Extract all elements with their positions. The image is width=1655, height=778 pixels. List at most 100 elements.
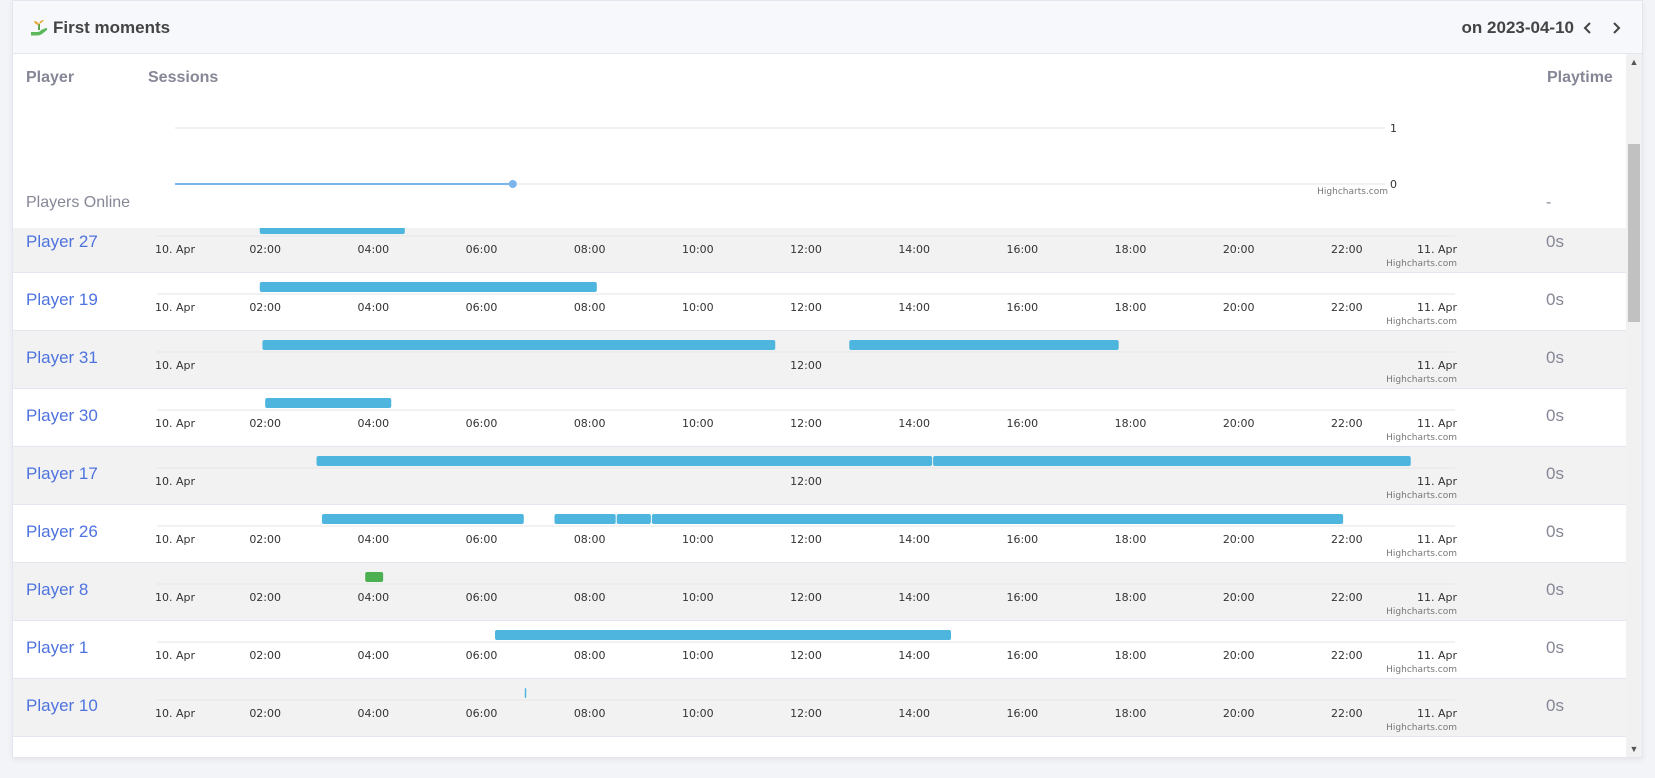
session-timeline-chart: 10. Apr 12:00 11. Apr Highcharts.com bbox=[155, 456, 1457, 501]
x-axis-tick-label: 08:00 bbox=[574, 301, 606, 314]
session-timeline-chart: 10. Apr 02:00 04:00 06:00 08:00 10:00 12:00 14:… bbox=[155, 630, 1457, 675]
x-axis-tick-label: 11. Apr bbox=[1417, 417, 1457, 430]
table-row: Player 30 10. Apr 02:00 04:00 06:00 08:00 10:0… bbox=[13, 389, 1626, 447]
x-axis-tick-label: 12:00 bbox=[790, 301, 822, 314]
session-bar[interactable] bbox=[365, 572, 384, 582]
x-axis-tick-label: 18:00 bbox=[1115, 533, 1147, 546]
x-axis-tick-label: 12:00 bbox=[790, 475, 822, 488]
player-link[interactable]: Player 31 bbox=[26, 348, 98, 367]
x-axis-tick-label: 04:00 bbox=[357, 707, 389, 720]
x-axis-tick-label: 18:00 bbox=[1115, 591, 1147, 604]
sessions-table[interactable]: Player 27 10. Apr 02:00 04:00 06:00 08:00 10:0… bbox=[13, 54, 1626, 757]
x-axis-tick-label: 02:00 bbox=[249, 243, 281, 256]
x-axis-tick-label: 12:00 bbox=[790, 359, 822, 372]
x-axis-tick-label: 20:00 bbox=[1223, 301, 1255, 314]
player-link[interactable]: Player 10 bbox=[26, 696, 98, 715]
playtime-value: 0s bbox=[1546, 522, 1564, 541]
session-bar[interactable] bbox=[933, 456, 1411, 466]
table-row: Player 26 10. Apr 02:00 04:00 06:00 08:00 10:0… bbox=[13, 505, 1626, 563]
x-axis-tick-label: 22:00 bbox=[1331, 533, 1363, 546]
x-axis-tick-label: 14:00 bbox=[898, 591, 930, 604]
session-timeline-chart: 10. Apr 02:00 04:00 06:00 08:00 10:00 12:00 14:… bbox=[155, 514, 1457, 559]
session-bar[interactable] bbox=[524, 688, 527, 698]
highcharts-credit[interactable]: Highcharts.com bbox=[1386, 433, 1457, 443]
x-axis-tick-label: 10. Apr bbox=[155, 533, 195, 546]
highcharts-credit[interactable]: Highcharts.com bbox=[1386, 375, 1457, 385]
scroll-down-arrow-icon[interactable]: ▼ bbox=[1629, 744, 1639, 754]
chevron-right-icon bbox=[1613, 22, 1621, 34]
card-title-text: First moments bbox=[53, 18, 171, 37]
online-data-point[interactable] bbox=[508, 180, 517, 188]
playtime-value: 0s bbox=[1546, 290, 1564, 309]
next-day-button[interactable] bbox=[1602, 15, 1630, 41]
x-axis-tick-label: 12:00 bbox=[790, 243, 822, 256]
card-header: First moments on 2023-04-10 bbox=[13, 1, 1642, 54]
highcharts-credit[interactable]: Highcharts.com bbox=[1317, 187, 1388, 197]
x-axis-tick-label: 02:00 bbox=[249, 417, 281, 430]
x-axis-tick-label: 22:00 bbox=[1331, 243, 1363, 256]
session-bar[interactable] bbox=[849, 340, 1119, 350]
session-bar[interactable] bbox=[321, 514, 524, 524]
playtime-value: 0s bbox=[1546, 348, 1564, 367]
session-bar[interactable] bbox=[616, 514, 651, 524]
x-axis-tick-label: 11. Apr bbox=[1417, 533, 1457, 546]
x-axis-tick-label: 14:00 bbox=[898, 533, 930, 546]
table-row: Player 8 10. Apr 02:00 04:00 06:00 08:00 10:00… bbox=[13, 563, 1626, 621]
x-axis-tick-label: 16:00 bbox=[1006, 243, 1038, 256]
x-axis-tick-label: 10:00 bbox=[682, 243, 714, 256]
highcharts-credit[interactable]: Highcharts.com bbox=[1386, 549, 1457, 559]
highcharts-credit[interactable]: Highcharts.com bbox=[1386, 607, 1457, 617]
x-axis-tick-label: 11. Apr bbox=[1417, 243, 1457, 256]
session-timeline-chart: 10. Apr 12:00 11. Apr Highcharts.com bbox=[155, 340, 1457, 385]
highcharts-credit[interactable]: Highcharts.com bbox=[1386, 317, 1457, 327]
players-online-playtime: - bbox=[1546, 194, 1552, 211]
scroll-up-arrow-icon[interactable]: ▲ bbox=[1629, 57, 1639, 67]
chevron-left-icon bbox=[1583, 22, 1591, 34]
table-row: Player 17 10. Apr 12:00 11. Apr Highcharts.c… bbox=[13, 447, 1626, 505]
session-bar[interactable] bbox=[554, 514, 616, 524]
highcharts-credit[interactable]: Highcharts.com bbox=[1386, 665, 1457, 675]
session-bar[interactable] bbox=[262, 340, 776, 350]
column-header-player: Player bbox=[26, 69, 75, 86]
x-axis-tick-label: 22:00 bbox=[1331, 707, 1363, 720]
date-navigation: on 2023-04-10 bbox=[1462, 15, 1630, 41]
player-link[interactable]: Player 1 bbox=[26, 638, 89, 657]
x-axis-tick-label: 18:00 bbox=[1115, 417, 1147, 430]
player-link[interactable]: Player 26 bbox=[26, 522, 98, 541]
session-bar[interactable] bbox=[259, 282, 597, 292]
x-axis-tick-label: 02:00 bbox=[249, 707, 281, 720]
scrollbar-thumb[interactable] bbox=[1628, 144, 1640, 322]
session-bar[interactable] bbox=[265, 398, 392, 408]
playtime-value: 0s bbox=[1546, 638, 1564, 657]
player-link[interactable]: Player 19 bbox=[26, 290, 98, 309]
x-axis-tick-label: 22:00 bbox=[1331, 591, 1363, 604]
vertical-scrollbar[interactable]: ▲ ▼ bbox=[1626, 54, 1642, 757]
x-axis-tick-label: 16:00 bbox=[1006, 707, 1038, 720]
session-bar[interactable] bbox=[316, 456, 933, 466]
x-axis-tick-label: 10. Apr bbox=[155, 591, 195, 604]
x-axis-tick-label: 10:00 bbox=[682, 417, 714, 430]
highcharts-credit[interactable]: Highcharts.com bbox=[1386, 723, 1457, 733]
session-bar[interactable] bbox=[495, 630, 952, 640]
x-axis-tick-label: 16:00 bbox=[1006, 591, 1038, 604]
x-axis-tick-label: 12:00 bbox=[790, 649, 822, 662]
column-header-sessions: Sessions bbox=[148, 69, 219, 86]
highcharts-credit[interactable]: Highcharts.com bbox=[1386, 491, 1457, 501]
x-axis-tick-label: 10. Apr bbox=[155, 707, 195, 720]
session-bar[interactable] bbox=[651, 514, 1344, 524]
player-link[interactable]: Player 30 bbox=[26, 406, 98, 425]
previous-day-button[interactable] bbox=[1574, 15, 1602, 41]
player-link[interactable]: Player 27 bbox=[26, 232, 98, 251]
x-axis-tick-label: 10. Apr bbox=[155, 649, 195, 662]
player-link[interactable]: Player 8 bbox=[26, 580, 89, 599]
x-axis-tick-label: 06:00 bbox=[466, 707, 498, 720]
online-y-tick: 0 bbox=[1390, 178, 1397, 191]
player-link[interactable]: Player 17 bbox=[26, 464, 98, 483]
x-axis-tick-label: 02:00 bbox=[249, 649, 281, 662]
highcharts-credit[interactable]: Highcharts.com bbox=[1386, 259, 1457, 269]
x-axis-tick-label: 16:00 bbox=[1006, 649, 1038, 662]
x-axis-tick-label: 06:00 bbox=[466, 243, 498, 256]
x-axis-tick-label: 06:00 bbox=[466, 591, 498, 604]
online-y-tick: 1 bbox=[1390, 122, 1397, 135]
